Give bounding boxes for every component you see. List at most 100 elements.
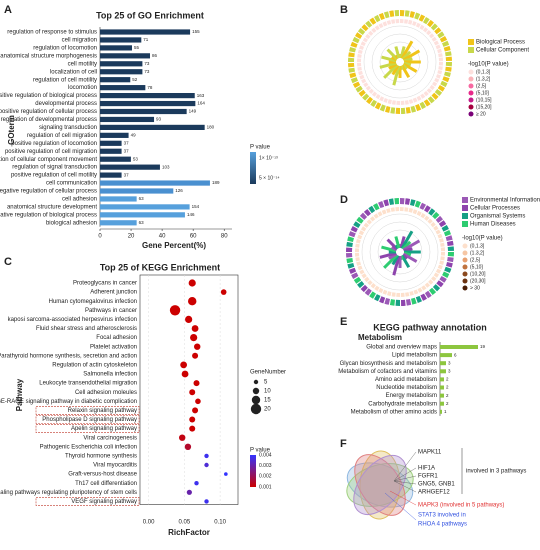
panel-letter: E [340,316,347,328]
level-label: (5,10] [470,264,483,270]
y-tick-label: negative regulation of cellular process [0,189,97,195]
y-tick-label: Lipid metabolism [392,353,437,359]
venn-set [353,455,407,515]
ring-segment [447,240,454,246]
level-swatch [468,69,474,75]
colorbar-label: 1× 10⁻¹³ [259,155,278,161]
ring-segment [391,292,396,297]
ring-segment [423,91,429,97]
ring-segment [423,17,430,25]
y-tick-label: Leukocyte transendothelial migration [39,381,137,387]
inner-bar [379,61,397,69]
ring-segment [370,99,377,107]
legend-swatch [462,213,468,219]
ring-segment [409,291,414,296]
y-tick-label: regulation of locomotion [33,45,97,51]
ring-segment [394,198,399,205]
ring-segment [438,62,443,66]
bar [440,361,446,366]
ring-segment [417,287,423,293]
ring-segment [419,24,425,30]
value-label: 37 [124,140,130,145]
colorbar-label: 0.001 [259,484,272,490]
ring-segment [363,209,371,217]
bar [100,69,143,75]
level-swatch [462,264,468,270]
bar [100,116,155,123]
value-label: 73 [144,61,150,66]
legend-title: -log10(P value) [462,236,503,242]
venn-set [354,454,406,516]
ring-segment [357,62,362,67]
ring-segment [430,23,438,31]
ring-segment [368,205,376,214]
bar [440,385,444,390]
bar [440,409,442,414]
ring-segment [352,81,361,88]
ring-segment [432,284,441,292]
value-label: 71 [143,37,149,42]
ring-segment [434,89,443,96]
pointer [389,490,417,506]
x-tick-label: 0.00 [143,520,155,526]
level-swatch [462,271,468,277]
ring-segment [437,233,443,239]
dot [192,407,199,414]
y-tick-label: Focal adhesion [96,335,137,341]
ring-segment [363,82,369,88]
highlight-box [35,406,140,415]
x-tick-label: 0.05 [179,520,191,526]
ring-segment [421,285,427,291]
ring-segment [383,98,388,103]
ring-segment [447,252,454,257]
ring-segment [355,248,360,252]
dot [189,425,196,432]
ring-segment [346,258,353,264]
level-swatch [468,104,474,110]
value-label: 6 [454,352,457,357]
ring-segment [444,266,452,273]
gene-label: FGFR1 [418,474,438,480]
ring-segment [359,212,368,220]
y-tick-label: Platelet activation [90,344,137,350]
value-label: 78 [147,85,153,90]
ring-segment [366,219,372,225]
ring-segment [406,299,412,306]
x-tick-label: 0 [98,234,102,240]
ring-segment [435,215,443,223]
ring-segment [437,70,443,75]
level-swatch [462,278,468,284]
ring-segment [349,72,357,79]
ring-segment [435,229,441,235]
ring-segment [404,207,409,212]
value-label: 3 [448,360,451,365]
y-tick-label: localization of cell [50,69,97,75]
ring-segment [404,10,410,17]
y-tick-label: signaling transduction [39,125,97,131]
dot [191,325,199,332]
ring-segment [386,208,391,213]
ring-guide [371,33,429,91]
ring-segment [355,85,363,93]
gene-pointer [393,480,417,493]
ring-segment [394,10,399,17]
y-tick-label: anatomical structure morphogenesis [0,53,97,59]
ring-segment [434,27,442,35]
ring-segment [362,93,370,101]
ring-segment [414,200,421,208]
subtitle: Metabolism [358,333,402,342]
bar [100,77,131,83]
panel-letter: A [4,4,12,16]
dot [204,499,209,504]
y-tick-label: Viral carcinogenesis [83,435,137,441]
ring-segment [355,257,360,262]
value-label: 63 [139,196,145,201]
ring-segment [365,20,373,28]
blue-note: RHOA 4 pathways [418,522,467,528]
ring-segment [365,33,371,40]
ring-segment [429,33,435,39]
ring-segment [388,198,394,205]
value-label: 2 [446,393,449,398]
ring-segment [374,14,381,23]
